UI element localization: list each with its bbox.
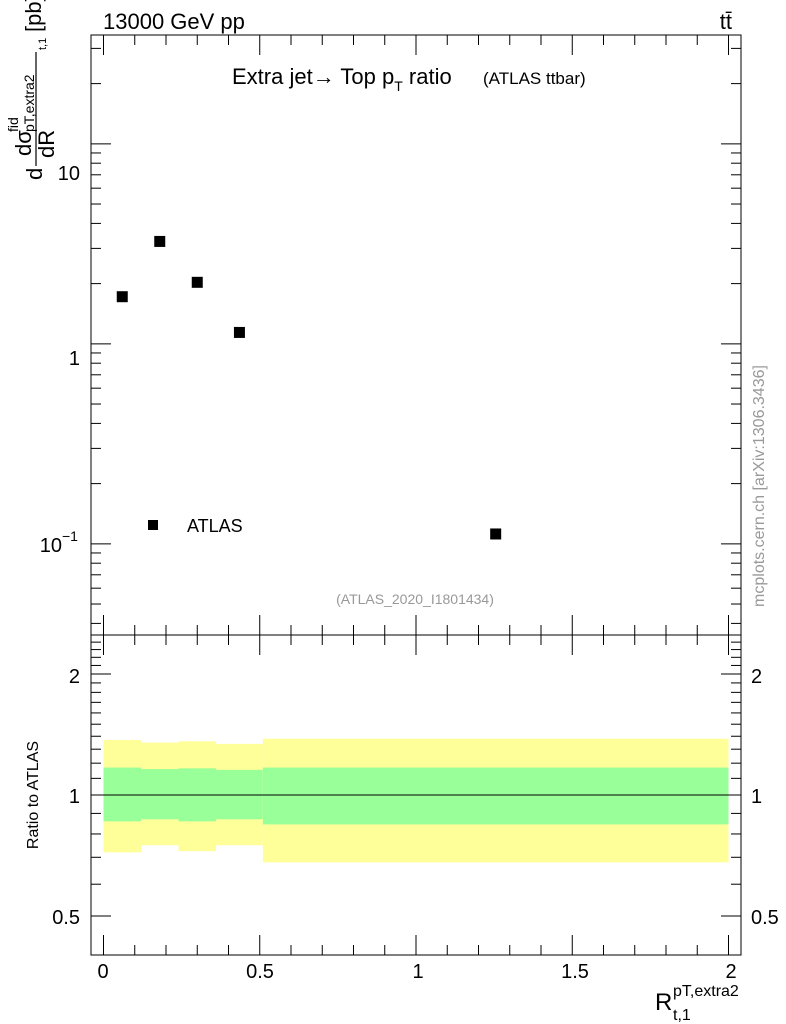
ratio-y-tick-2-right: 2: [751, 666, 762, 688]
ratio-y-tick-1-right: 1: [751, 786, 762, 808]
process-label: tt̄: [720, 9, 732, 34]
y-tick-1: 1: [69, 348, 80, 370]
y-tick-0.1-exponent: −1: [62, 528, 78, 544]
ratio-y-axis-label: Ratio to ATLAS: [25, 741, 42, 849]
main-y-ticks: [91, 35, 741, 635]
main-frame: [90, 34, 742, 636]
legend-label-atlas: ATLAS: [187, 516, 243, 536]
x-axis-label-sup: pT,extra2: [673, 983, 739, 1000]
y-label-unit: [pb]: [21, 0, 46, 32]
y-label-d: d: [22, 168, 47, 180]
x-axis-label: R: [655, 989, 672, 1016]
x-tick-0.5: 0.5: [246, 961, 274, 983]
data-point: [233, 326, 245, 338]
x-tick-2: 2: [725, 961, 736, 983]
data-point: [490, 528, 502, 540]
y-label-fid: fid: [5, 117, 21, 132]
x-tick-1.5: 1.5: [561, 961, 589, 983]
ratio-band-green: [103, 767, 141, 822]
ratio-ticks: [91, 635, 741, 955]
ratio-panel: 2 1 0.5 2 1 0.5 Ratio to ATLAS 0 0.5 1 1…: [25, 634, 779, 1024]
legend-marker-atlas: [148, 520, 158, 530]
y-tick-0.1-base: 10: [40, 535, 62, 557]
x-tick-0: 0: [97, 961, 108, 983]
ratio-y-tick-2: 2: [69, 666, 80, 688]
atlas-data-points: [116, 235, 502, 540]
y-label-sub: pT,extra2: [21, 74, 37, 132]
ratio-y-tick-1: 1: [69, 786, 80, 808]
main-panel: 10 1 10 −1 Extra jet→ Top pT ratio (ATLA…: [5, 0, 742, 636]
ratio-y-tick-0.5: 0.5: [52, 907, 80, 929]
main-y-axis-label: d dσ fid pT,extra2 dR t,1 [pb]: [5, 0, 59, 180]
ratio-bands: [103, 738, 729, 863]
chart-title-note: (ATLAS ttbar): [483, 69, 586, 88]
y-label-denominator: dR: [34, 130, 59, 158]
chart-title: Extra jet→ Top pT ratio: [232, 64, 452, 94]
y-label-sub2: t,1: [37, 38, 49, 50]
data-point: [191, 276, 203, 288]
mcplots-watermark: mcplots.cern.ch [arXiv:1306.3436]: [751, 365, 768, 607]
x-tick-1: 1: [412, 961, 423, 983]
data-point: [154, 235, 166, 247]
analysis-label: (ATLAS_2020_I1801434): [336, 591, 494, 607]
y-tick-10: 10: [58, 163, 80, 185]
ratio-band-green: [141, 769, 179, 820]
ratio-y-tick-0.5-right: 0.5: [751, 907, 779, 929]
energy-label: 13000 GeV pp: [103, 9, 245, 34]
x-axis-label-sub: t,1: [673, 1007, 691, 1024]
data-point: [116, 291, 128, 303]
y-label-numerator: dσ: [11, 130, 36, 156]
ratio-band-green: [262, 767, 729, 825]
